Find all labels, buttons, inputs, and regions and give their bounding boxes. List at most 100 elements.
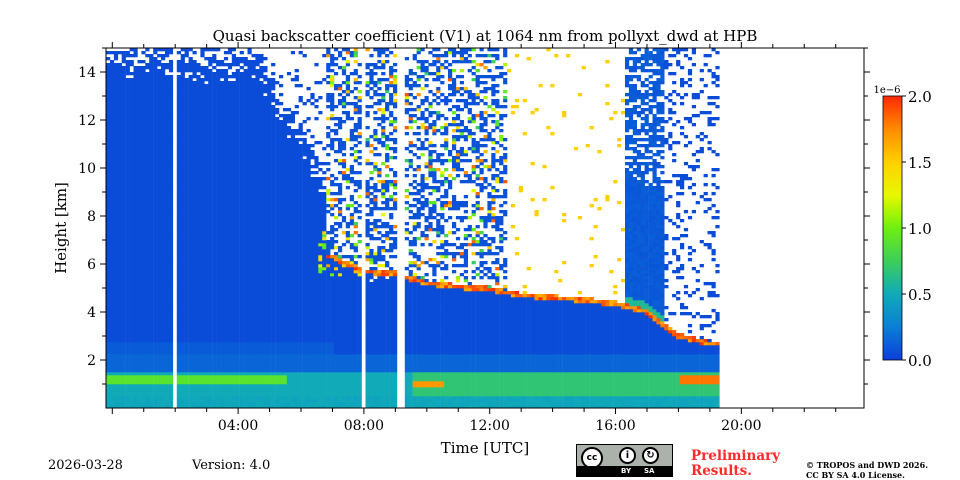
heatmap-cell (165, 372, 170, 376)
heatmap-cell (216, 369, 221, 373)
heatmap-cell (165, 402, 170, 406)
heatmap-cell (145, 324, 150, 328)
heatmap-cell (149, 120, 154, 124)
heatmap-cell (216, 270, 221, 274)
heatmap-cell (117, 51, 122, 55)
heatmap-cell (157, 174, 162, 178)
heatmap-cell (176, 174, 181, 178)
heatmap-cell (216, 183, 221, 187)
heatmap-cell (165, 396, 170, 400)
heatmap-cell (141, 354, 146, 358)
heatmap-cell (212, 255, 217, 259)
heatmap-cell (153, 129, 158, 133)
heatmap-cell (200, 105, 205, 109)
heatmap-cell (247, 198, 252, 202)
heatmap-cell (141, 393, 146, 397)
heatmap-cell (106, 111, 111, 115)
heatmap-cell (125, 360, 130, 364)
heatmap-cell (251, 255, 256, 259)
heatmap-cell (176, 78, 181, 82)
heatmap-cell (267, 264, 272, 268)
heatmap-cell (165, 174, 170, 178)
heatmap-cell (216, 297, 221, 301)
heatmap-cell (243, 144, 248, 148)
heatmap-cell (117, 381, 122, 385)
heatmap-cell (259, 180, 264, 184)
heatmap-cell (161, 108, 166, 112)
heatmap-cell (196, 162, 201, 166)
heatmap-cell (106, 153, 111, 157)
heatmap-cell (133, 249, 138, 253)
heatmap-cell (200, 126, 205, 130)
heatmap-cell (243, 375, 248, 379)
heatmap-cell (212, 363, 217, 367)
heatmap-cell (188, 105, 193, 109)
heatmap-cell (239, 102, 244, 106)
heatmap-cell (223, 339, 229, 343)
heatmap-cell (137, 402, 142, 406)
heatmap-cell (231, 144, 236, 148)
heatmap-cell (259, 204, 264, 208)
heatmap-cell (137, 114, 142, 118)
heatmap-cell (121, 177, 126, 181)
heatmap-cell (227, 138, 233, 142)
heatmap-cell (259, 387, 264, 391)
heatmap-cell (180, 168, 185, 172)
heatmap-cell (180, 315, 185, 319)
heatmap-cell (263, 204, 268, 208)
heatmap-cell (204, 168, 209, 172)
heatmap-cell (255, 192, 260, 196)
heatmap-cell (208, 252, 213, 256)
heatmap-cell (220, 231, 225, 235)
heatmap-cell (251, 87, 256, 91)
heatmap-cell (263, 213, 268, 217)
heatmap-cell (255, 126, 260, 130)
heatmap-cell (168, 264, 174, 268)
heatmap-cell (255, 333, 260, 337)
heatmap-cell (267, 213, 272, 217)
heatmap-cell (141, 372, 146, 376)
heatmap-cell (184, 81, 189, 85)
heatmap-cell (231, 168, 236, 172)
heatmap-cell (157, 87, 162, 91)
heatmap-cell (137, 330, 142, 334)
heatmap-cell (157, 210, 162, 214)
heatmap-cell (227, 105, 233, 109)
heatmap-cell (239, 240, 244, 244)
heatmap-cell (141, 135, 146, 139)
heatmap-cell (227, 315, 233, 319)
heatmap-cell (216, 360, 221, 364)
heatmap-cell (106, 330, 111, 334)
heatmap-cell (113, 279, 119, 283)
heatmap-cell (137, 327, 142, 331)
heatmap-cell (235, 192, 240, 196)
heatmap-cell (267, 237, 272, 241)
heatmap-cell (247, 123, 252, 127)
heatmap-cell (255, 372, 260, 376)
heatmap-cell (200, 198, 205, 202)
heatmap-cell (192, 255, 197, 259)
heatmap-cell (227, 216, 233, 220)
heatmap-cell (204, 321, 209, 325)
heatmap-cell (184, 333, 189, 337)
heatmap-cell (184, 189, 189, 193)
heatmap-cell (200, 174, 205, 178)
heatmap-cell (184, 351, 189, 355)
heatmap-cell (239, 99, 244, 103)
heatmap-cell (279, 390, 284, 394)
heatmap-cell (165, 141, 170, 145)
heatmap-cell (188, 333, 193, 337)
heatmap-cell (223, 219, 229, 223)
heatmap-cell (216, 99, 221, 103)
heatmap-cell (109, 66, 115, 70)
heatmap-cell (180, 384, 185, 388)
heatmap-cell (129, 339, 134, 343)
heatmap-cell (223, 396, 229, 400)
heatmap-cell (192, 201, 197, 205)
heatmap-cell (212, 228, 217, 232)
heatmap-cell (208, 162, 213, 166)
heatmap-cell (196, 246, 201, 250)
heatmap-cell (263, 243, 268, 247)
heatmap-cell (259, 333, 264, 337)
heatmap-cell (227, 234, 233, 238)
